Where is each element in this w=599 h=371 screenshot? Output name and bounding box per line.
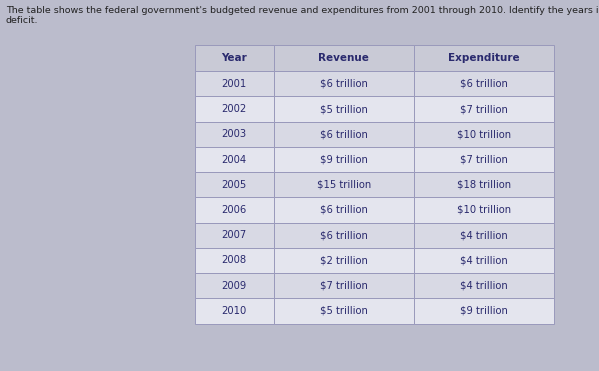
Text: 2006: 2006 [222,205,247,215]
Text: $7 trillion: $7 trillion [460,104,508,114]
Bar [195,223,274,248]
Bar [195,197,274,223]
Text: The table shows the federal government's budgeted revenue and expenditures from : The table shows the federal government's… [6,6,599,25]
Bar [195,248,274,273]
Bar [274,122,414,147]
Bar [414,273,554,298]
Text: $7 trillion: $7 trillion [460,155,508,164]
Bar [274,298,414,324]
Text: $6 trillion: $6 trillion [320,230,368,240]
Bar [195,147,274,172]
Text: 2002: 2002 [222,104,247,114]
Bar [274,147,414,172]
Bar [195,122,274,147]
Text: $15 trillion: $15 trillion [317,180,371,190]
Text: Revenue: Revenue [319,53,369,63]
Text: 2007: 2007 [222,230,247,240]
Bar [195,71,274,96]
Bar [414,197,554,223]
Bar [414,71,554,96]
Bar [195,96,274,122]
Bar [414,122,554,147]
Text: 2005: 2005 [222,180,247,190]
Bar [274,71,414,96]
Bar [195,298,274,324]
Bar [274,96,414,122]
Bar [414,96,554,122]
Text: Expenditure: Expenditure [448,53,520,63]
Bar [274,248,414,273]
Bar [195,172,274,197]
Text: $4 trillion: $4 trillion [460,256,508,265]
Bar [274,172,414,197]
Text: 2003: 2003 [222,129,247,139]
Text: $2 trillion: $2 trillion [320,256,368,265]
Bar [274,45,414,71]
Bar [414,172,554,197]
Bar [274,273,414,298]
Text: $7 trillion: $7 trillion [320,281,368,290]
Text: $10 trillion: $10 trillion [457,205,511,215]
Bar [274,223,414,248]
Text: $9 trillion: $9 trillion [320,155,368,164]
Text: $6 trillion: $6 trillion [460,79,508,89]
Text: $5 trillion: $5 trillion [320,306,368,316]
Text: $4 trillion: $4 trillion [460,230,508,240]
Text: $9 trillion: $9 trillion [460,306,508,316]
Bar [195,273,274,298]
Text: 2004: 2004 [222,155,247,164]
Text: 2010: 2010 [222,306,247,316]
Bar [274,197,414,223]
Bar [414,298,554,324]
Bar [414,45,554,71]
Text: $6 trillion: $6 trillion [320,129,368,139]
Bar [195,45,274,71]
Bar [414,223,554,248]
Text: $6 trillion: $6 trillion [320,205,368,215]
Text: Year: Year [222,53,247,63]
Bar [414,147,554,172]
Text: 2008: 2008 [222,256,247,265]
Bar [414,248,554,273]
Text: $5 trillion: $5 trillion [320,104,368,114]
Text: $10 trillion: $10 trillion [457,129,511,139]
Text: 2009: 2009 [222,281,247,290]
Text: $18 trillion: $18 trillion [457,180,511,190]
Text: 2001: 2001 [222,79,247,89]
Text: $4 trillion: $4 trillion [460,281,508,290]
Text: $6 trillion: $6 trillion [320,79,368,89]
